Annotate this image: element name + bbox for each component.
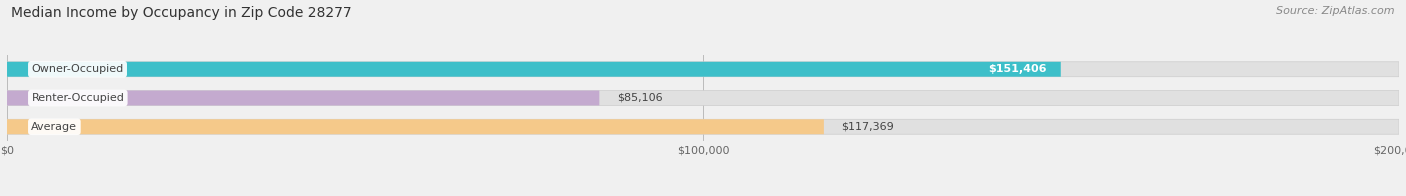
- Text: $85,106: $85,106: [617, 93, 662, 103]
- Text: $151,406: $151,406: [988, 64, 1047, 74]
- Text: Renter-Occupied: Renter-Occupied: [31, 93, 124, 103]
- Text: $117,369: $117,369: [841, 122, 894, 132]
- Text: Source: ZipAtlas.com: Source: ZipAtlas.com: [1277, 6, 1395, 16]
- FancyBboxPatch shape: [7, 91, 1399, 105]
- FancyBboxPatch shape: [7, 62, 1060, 77]
- Text: Average: Average: [31, 122, 77, 132]
- Text: Median Income by Occupancy in Zip Code 28277: Median Income by Occupancy in Zip Code 2…: [11, 6, 352, 20]
- FancyBboxPatch shape: [7, 91, 599, 105]
- FancyBboxPatch shape: [7, 119, 824, 134]
- FancyBboxPatch shape: [7, 62, 1399, 77]
- FancyBboxPatch shape: [7, 119, 1399, 134]
- Text: Owner-Occupied: Owner-Occupied: [31, 64, 124, 74]
